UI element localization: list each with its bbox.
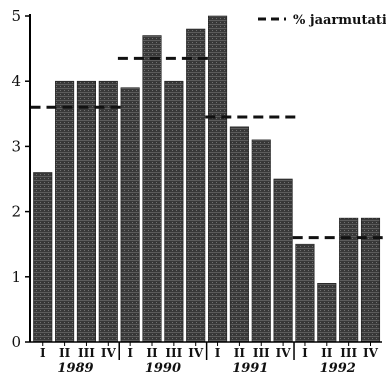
x-tick-label: III xyxy=(253,346,270,360)
bar xyxy=(251,139,271,343)
y-tick-label: 4 xyxy=(11,72,21,90)
bar xyxy=(164,80,184,343)
bar xyxy=(229,126,249,343)
year-label: 1989 xyxy=(57,361,93,376)
bar xyxy=(317,283,337,343)
x-tick-label: I xyxy=(215,346,221,360)
year-label: 1992 xyxy=(320,361,356,376)
bars-group xyxy=(33,15,381,343)
y-tick-label: 0 xyxy=(11,333,21,351)
x-tick-label: II xyxy=(146,346,158,360)
y-tick-label: 3 xyxy=(11,137,21,155)
x-tick-label: III xyxy=(78,346,95,360)
x-tick-label: III xyxy=(340,346,357,360)
x-tick-label: IV xyxy=(188,346,204,360)
x-tick-label: IV xyxy=(363,346,379,360)
bar xyxy=(142,35,162,343)
y-axis-ticks: 0 1 2 3 4 5 xyxy=(11,7,30,351)
bar xyxy=(273,178,293,343)
x-tick-label: I xyxy=(40,346,46,360)
bar xyxy=(76,80,96,343)
bar xyxy=(120,87,140,343)
y-tick-label: 1 xyxy=(11,268,21,286)
bar xyxy=(33,172,53,343)
x-tick-label: II xyxy=(234,346,246,360)
bar xyxy=(208,15,228,343)
y-tick-label: 5 xyxy=(11,7,21,25)
x-tick-label: III xyxy=(165,346,182,360)
y-tick-label: 2 xyxy=(11,203,21,221)
bar xyxy=(98,80,118,343)
bar xyxy=(186,28,206,343)
bar xyxy=(295,243,315,343)
year-label: 1991 xyxy=(232,361,268,376)
x-tick-label: IV xyxy=(101,346,117,360)
x-tick-label: I xyxy=(302,346,308,360)
x-tick-label: II xyxy=(59,346,71,360)
x-tick-label: II xyxy=(321,346,333,360)
legend-label: % jaarmutatie xyxy=(293,13,386,28)
year-label: 1990 xyxy=(145,361,181,376)
x-tick-label: IV xyxy=(276,346,292,360)
legend: % jaarmutatie xyxy=(258,13,386,28)
bar xyxy=(55,80,75,343)
x-tick-label: I xyxy=(127,346,133,360)
